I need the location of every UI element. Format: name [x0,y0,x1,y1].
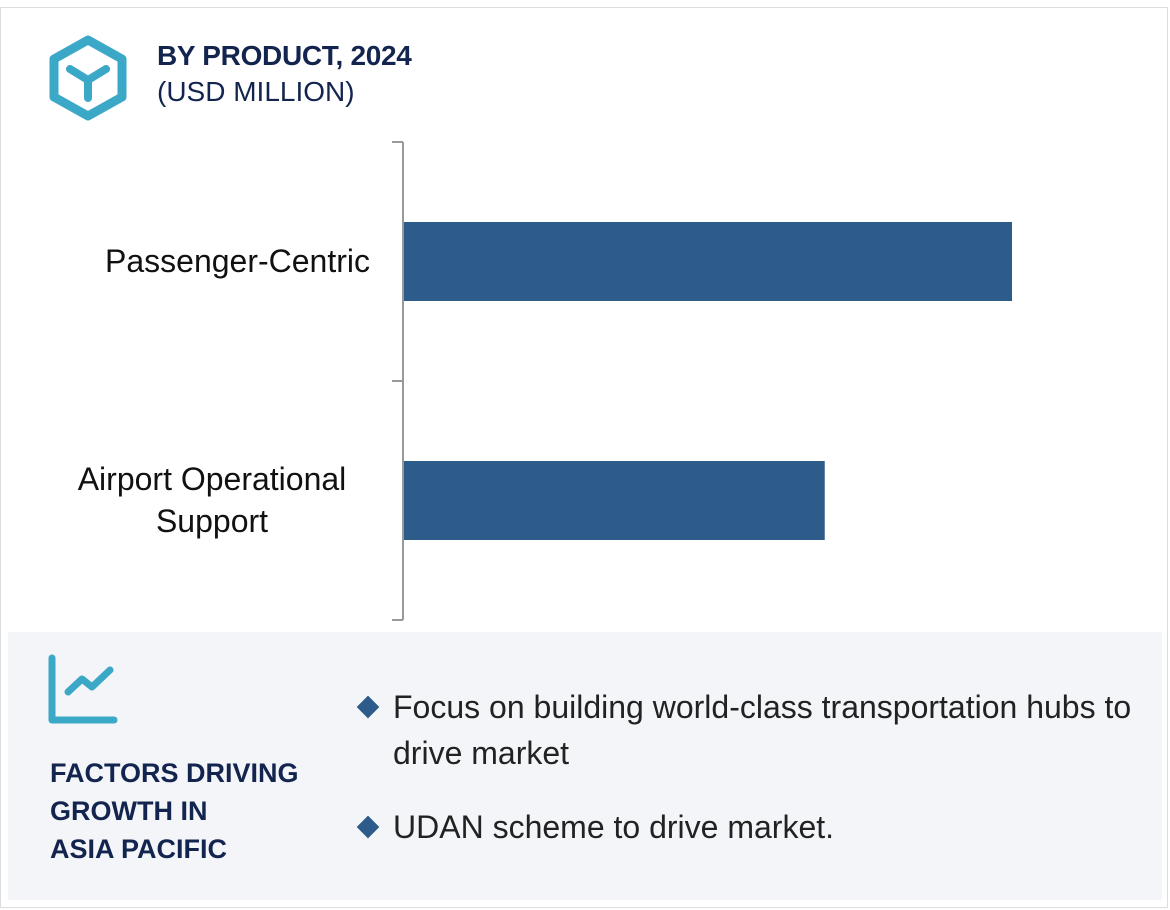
factors-title-line: ASIA PACIFIC [50,834,228,864]
factor-text: Focus on building world-class transporta… [393,689,1132,771]
growth-chart-icon [48,654,118,724]
chart-title: BY PRODUCT, 2024 [157,40,412,71]
diamond-bullet-icon [356,695,380,719]
factor-text: UDAN scheme to drive market. [393,809,835,845]
bar [404,461,825,540]
factor-bullet: Focus on building world-class transporta… [356,684,1140,776]
chart-subtitle: (USD MILLION) [157,76,355,107]
factors-panel: FACTORS DRIVING GROWTH IN ASIA PACIFIC F… [8,632,1162,900]
category-label: Passenger-Centric [105,243,370,279]
diamond-bullet-icon [356,815,380,839]
factor-bullet: UDAN scheme to drive market. [356,804,1140,850]
factors-title-line: FACTORS DRIVING [50,758,299,788]
card-frame [0,7,1168,908]
factors-title: FACTORS DRIVING GROWTH IN ASIA PACIFIC [50,754,299,868]
bar [404,222,1012,301]
factors-title-line: GROWTH IN [50,796,208,826]
cube-icon [49,35,127,121]
bar-chart [392,141,1012,621]
category-label: Airport Operational Support [77,461,347,539]
